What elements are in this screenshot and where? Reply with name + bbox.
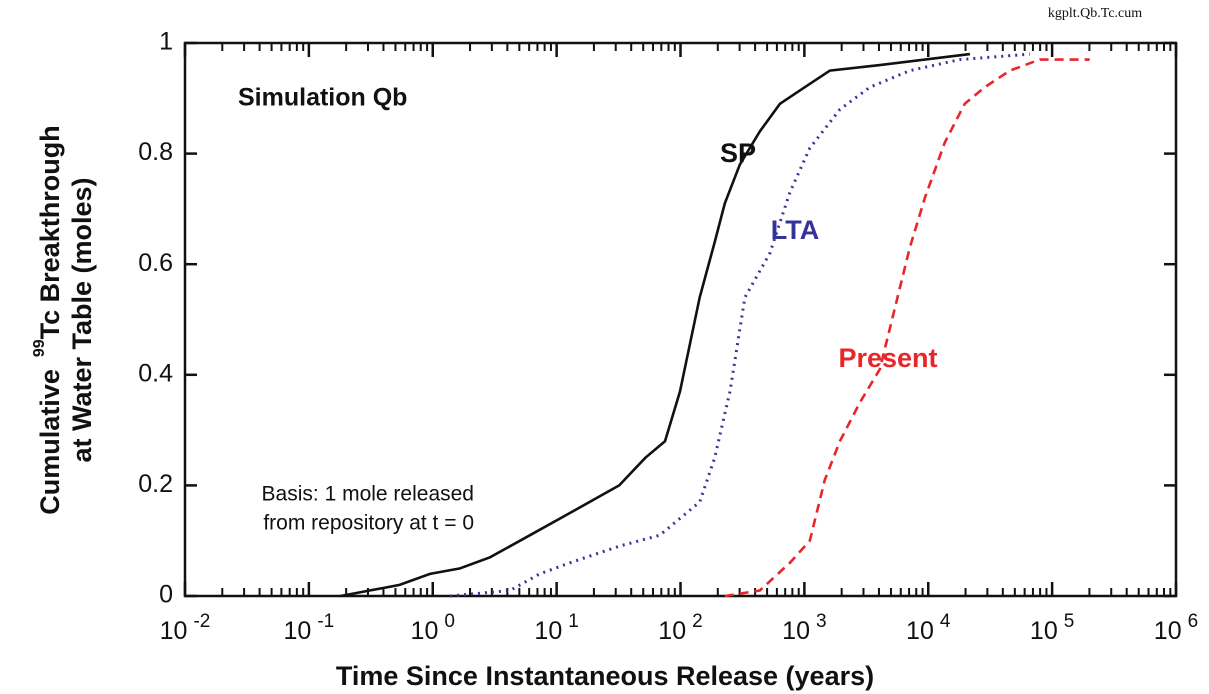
y-axis-title: Cumulative 99Tc Breakthrough at Water Tab… (31, 125, 97, 514)
series-label: SP (720, 138, 756, 168)
x-tick-base: 10 (658, 617, 686, 645)
x-tick-label: 10 -2 (160, 611, 211, 645)
x-tick-label: 10 6 (1154, 611, 1198, 645)
y-tick-label: 1 (159, 28, 173, 56)
x-tick-base: 10 (284, 617, 312, 645)
file-label: kgplt.Qb.Tc.cum (1048, 6, 1142, 21)
series-label: LTA (771, 215, 819, 245)
x-tick-label: 10 1 (534, 611, 578, 645)
x-tick-exponent: 1 (568, 611, 579, 632)
y-title-part: Cumulative (35, 369, 65, 515)
x-tick-label: 10 3 (782, 611, 826, 645)
x-tick-label: 10 0 (411, 611, 455, 645)
basis-text: Basis: 1 mole released (262, 483, 474, 506)
x-tick-label: 10 4 (906, 611, 951, 645)
y-title-superscript: 99 (31, 339, 48, 357)
x-axis-title: Time Since Instantaneous Release (years) (336, 661, 874, 691)
y-axis-title-line: Cumulative 99Tc Breakthrough (31, 125, 65, 514)
x-tick-base: 10 (1030, 617, 1058, 645)
series-line (724, 58, 1090, 598)
series-line (449, 52, 1030, 598)
x-tick-base: 10 (534, 617, 562, 645)
x-tick-exponent: 3 (816, 611, 827, 632)
y-tick-label: 0.4 (138, 359, 173, 387)
y-axis-title-line: at Water Table (moles) (67, 177, 97, 462)
x-tick-exponent: 0 (444, 611, 455, 632)
x-tick-exponent: -1 (317, 611, 334, 632)
basis-text: from repository at t = 0 (263, 512, 474, 535)
series-line (340, 52, 971, 598)
x-tick-label: 10 -1 (284, 611, 335, 645)
x-tick-base: 10 (160, 617, 188, 645)
x-tick-label: 10 2 (658, 611, 702, 645)
x-tick-label: 10 5 (1030, 611, 1074, 645)
x-tick-exponent: 6 (1188, 611, 1199, 632)
x-tick-exponent: -2 (193, 611, 210, 632)
y-title-part: Tc Breakthrough (35, 125, 65, 339)
series-label: Present (838, 343, 937, 373)
x-tick-base: 10 (411, 617, 439, 645)
x-tick-base: 10 (1154, 617, 1182, 645)
y-tick-label: 0.6 (138, 249, 173, 277)
simulation-label: Simulation Qb (238, 84, 407, 112)
x-tick-exponent: 2 (692, 611, 703, 632)
x-tick-base: 10 (906, 617, 934, 645)
x-tick-base: 10 (782, 617, 810, 645)
y-tick-label: 0 (159, 581, 173, 609)
x-tick-exponent: 5 (1064, 611, 1075, 632)
x-tick-exponent: 4 (940, 611, 951, 632)
y-tick-label: 0.8 (138, 138, 173, 166)
y-tick-label: 0.2 (138, 470, 173, 498)
